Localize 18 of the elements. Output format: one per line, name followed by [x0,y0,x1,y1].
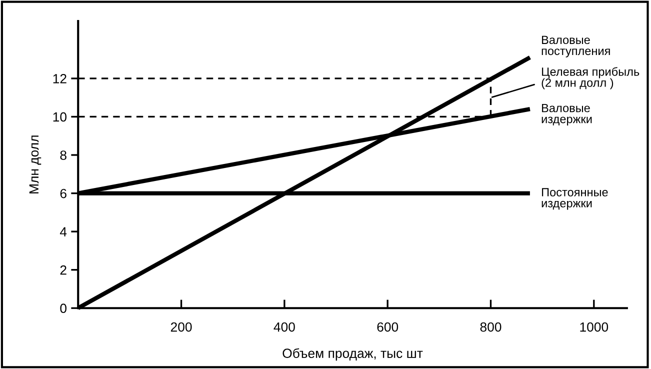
y-tick-label: 12 [53,74,66,84]
x-axis-title: Объем продаж, тыс шт [282,348,423,361]
y-tick-label: 8 [60,150,66,160]
x-tick-label: 600 [377,322,398,332]
series-label: Валовые поступления [542,36,610,58]
series-label: Валовые издержки [542,104,592,126]
x-tick-label: 1000 [580,322,608,332]
annotation: Целевая прибыль (2 млн долл ) [542,67,640,90]
y-axis-title: Млн долл [29,136,42,194]
y-tick-label: 10 [53,112,66,122]
x-tick-label: 800 [480,322,502,332]
x-tick-label: 200 [170,322,192,332]
y-tick-label: 2 [60,265,66,275]
y-tick-label: 0 [60,304,66,314]
series-label: Постоянные издержки [542,188,608,210]
y-tick-label: 6 [60,188,66,198]
y-tick-label: 4 [60,227,67,236]
x-tick-label: 400 [274,322,295,332]
